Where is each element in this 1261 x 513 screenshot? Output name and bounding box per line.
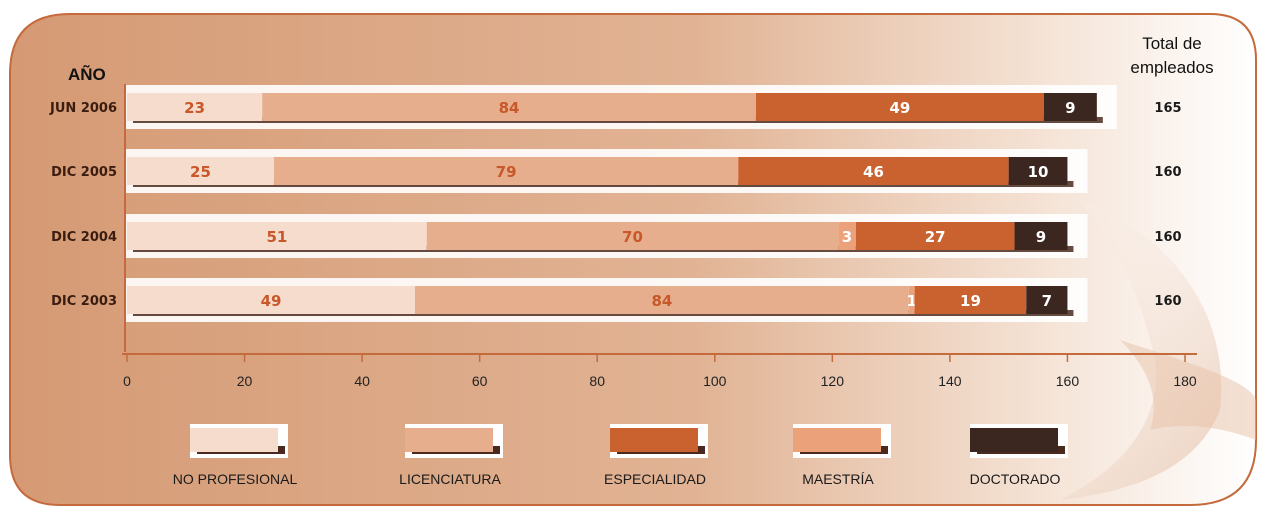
data-label: 3: [842, 228, 852, 246]
data-label: 46: [863, 163, 884, 181]
total-label: 160: [1154, 165, 1181, 180]
bar-segment: [1014, 222, 1068, 250]
bar-segment: [127, 222, 427, 250]
x-tick-label: 100: [703, 373, 727, 389]
y-axis-title: AÑO: [68, 64, 106, 84]
data-label: 70: [622, 228, 643, 246]
legend-item: LICENCIATURA: [399, 424, 503, 487]
bar-segment: [262, 93, 756, 121]
data-label: 84: [651, 292, 672, 310]
bar-segment: [1026, 286, 1068, 314]
data-label: 51: [266, 228, 287, 246]
panel-background: [9, 13, 1257, 506]
bar-segment: [838, 222, 856, 250]
data-label: 49: [889, 99, 910, 117]
bar-segment: [908, 286, 915, 314]
data-label: 9: [1036, 228, 1046, 246]
legend-swatch: [405, 428, 493, 452]
data-label: 1: [906, 292, 916, 310]
x-tick-label: 0: [123, 373, 131, 389]
legend-label: LICENCIATURA: [399, 471, 501, 487]
category-label: DIC 2005: [51, 165, 117, 180]
data-label: 19: [960, 292, 981, 310]
data-label: 7: [1042, 292, 1052, 310]
legend-label: DOCTORADO: [970, 471, 1061, 487]
total-label: 160: [1154, 294, 1181, 309]
legend-item: MAESTRÍA: [793, 424, 891, 487]
data-label: 27: [925, 228, 946, 246]
total-label: 165: [1154, 101, 1181, 116]
bar-segment: [415, 286, 909, 314]
data-label: 79: [496, 163, 517, 181]
totals-title-line1: Total de: [1142, 34, 1202, 53]
legend-label: ESPECIALIDAD: [604, 471, 706, 487]
bar-segment: [755, 93, 1044, 121]
legend-item: ESPECIALIDAD: [604, 424, 708, 487]
legend-swatch: [190, 428, 278, 452]
x-tick-label: 20: [237, 373, 253, 389]
legend-swatch: [610, 428, 698, 452]
data-label: 23: [184, 99, 205, 117]
bar-segment: [273, 157, 739, 185]
legend-item: NO PROFESIONAL: [173, 424, 298, 487]
x-tick-label: 160: [1056, 373, 1080, 389]
data-label: 49: [261, 292, 282, 310]
bar-segment: [127, 93, 263, 121]
bar-segment: [127, 157, 274, 185]
bar-segment: [1043, 93, 1097, 121]
x-tick-label: 180: [1173, 373, 1197, 389]
total-label: 160: [1154, 230, 1181, 245]
decorative-swoosh-2: [1120, 340, 1256, 440]
bar-segment: [914, 286, 1027, 314]
data-label: 9: [1065, 99, 1075, 117]
legend-label: MAESTRÍA: [802, 471, 874, 487]
bar-segment: [738, 157, 1009, 185]
x-tick-label: 140: [938, 373, 962, 389]
legend-swatch: [970, 428, 1058, 452]
x-axis: 0 20 40 60 80 100 120 140 160 180: [122, 84, 1197, 389]
legend-label: NO PROFESIONAL: [173, 471, 298, 487]
data-label: 25: [190, 163, 211, 181]
bar-segment: [426, 222, 839, 250]
data-label: 84: [499, 99, 520, 117]
category-label: DIC 2003: [51, 294, 117, 309]
x-tick-label: 40: [354, 373, 370, 389]
bar-segment: [1008, 157, 1068, 185]
legend-item: DOCTORADO: [970, 424, 1068, 487]
x-tick-label: 120: [821, 373, 845, 389]
category-label: JUN 2006: [49, 101, 117, 116]
bar-segment: [855, 222, 1015, 250]
data-label: 10: [1028, 163, 1049, 181]
legend-swatch: [793, 428, 881, 452]
bar-segment: [127, 286, 416, 314]
legend: NO PROFESIONAL LICENCIATURA ESPECIALIDAD MA…: [173, 424, 1068, 487]
x-tick-label: 60: [472, 373, 488, 389]
category-label: DIC 2004: [51, 230, 117, 245]
x-tick-label: 80: [589, 373, 605, 389]
totals-title-line2: empleados: [1130, 58, 1213, 77]
